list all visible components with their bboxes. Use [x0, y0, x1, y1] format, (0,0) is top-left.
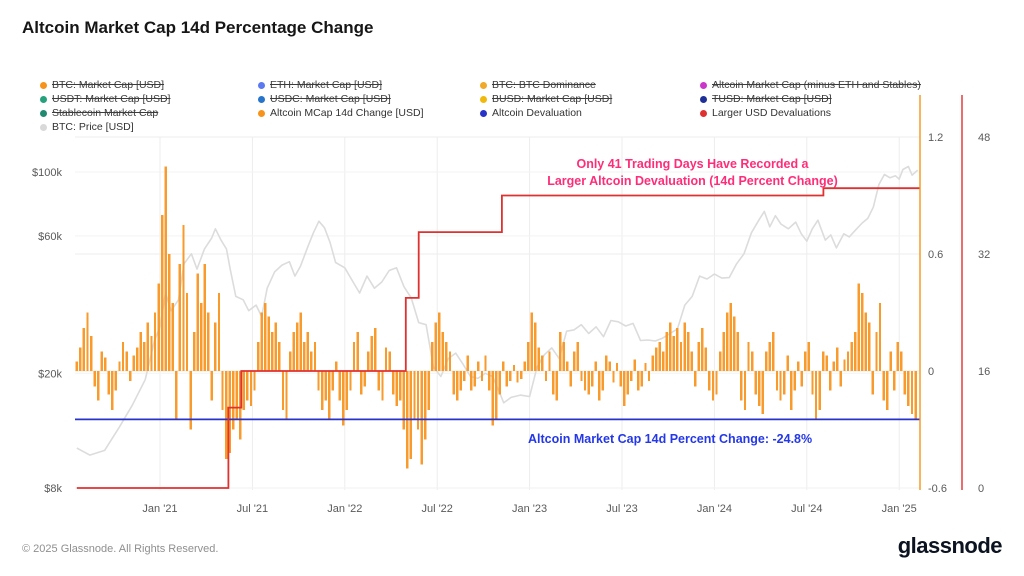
legend-item[interactable]: BTC: BTC Dominance: [480, 80, 700, 91]
svg-text:48: 48: [978, 132, 990, 144]
btc-price-line: [76, 165, 919, 456]
legend-label: TUSD: Market Cap [USD]: [712, 93, 832, 105]
legend-item[interactable]: Altcoin Market Cap (minus ETH and Stable…: [700, 80, 960, 91]
legend-swatch: [480, 110, 487, 117]
svg-text:-0.6: -0.6: [928, 483, 947, 495]
pct-change-annotation: Altcoin Market Cap 14d Percent Change: -…: [528, 432, 813, 446]
legend-swatch: [40, 124, 47, 131]
legend-label: Altcoin Devaluation: [492, 107, 582, 119]
svg-text:0: 0: [978, 483, 984, 495]
svg-text:Jan '21: Jan '21: [142, 503, 177, 515]
legend-swatch: [480, 82, 487, 89]
legend-item[interactable]: BUSD: Market Cap [USD]: [480, 94, 700, 105]
pct-axis-labels: 1.2 0.6 0 -0.6: [928, 132, 947, 495]
legend-label: USDT: Market Cap [USD]: [52, 93, 171, 105]
svg-text:Jan '22: Jan '22: [327, 503, 362, 515]
legend-swatch: [700, 110, 707, 117]
legend-item[interactable]: Altcoin MCap 14d Change [USD]: [258, 108, 480, 119]
legend-label: BTC: BTC Dominance: [492, 79, 596, 91]
count-axis-labels: 48 32 16 0: [978, 132, 990, 495]
devaluation-annotation: Only 41 Trading Days Have Recorded a Lar…: [520, 156, 865, 190]
svg-text:Jan '25: Jan '25: [882, 503, 917, 515]
legend-item[interactable]: BTC: Market Cap [USD]: [40, 80, 258, 91]
legend-label: BUSD: Market Cap [USD]: [492, 93, 613, 105]
legend-swatch: [258, 82, 265, 89]
legend-label: Altcoin MCap 14d Change [USD]: [270, 107, 424, 119]
svg-text:0: 0: [928, 366, 934, 378]
legend-label: Altcoin Market Cap (minus ETH and Stable…: [712, 79, 921, 91]
bars-series: [75, 166, 917, 469]
svg-text:$20k: $20k: [38, 368, 62, 380]
svg-text:Jul '24: Jul '24: [791, 503, 822, 515]
legend-item[interactable]: Larger USD Devaluations: [700, 108, 960, 119]
legend-label: BTC: Market Cap [USD]: [52, 79, 165, 91]
x-axis-labels: Jan '21 Jul '21 Jan '22 Jul '22 Jan '23 Jul '…: [142, 503, 916, 515]
svg-text:0.6: 0.6: [928, 249, 943, 261]
legend-label: Stablecoin Market Cap: [52, 107, 159, 119]
legend-swatch: [40, 96, 47, 103]
svg-text:$100k: $100k: [32, 167, 62, 179]
glassnode-logo: glassnode: [897, 533, 1003, 558]
devaluation-annotation-line2: Larger Altcoin Devaluation (14d Percent …: [547, 174, 838, 188]
svg-text:Jul '21: Jul '21: [237, 503, 268, 515]
svg-text:Jul '23: Jul '23: [606, 503, 637, 515]
legend-item[interactable]: USDT: Market Cap [USD]: [40, 94, 258, 105]
legend-swatch: [258, 96, 265, 103]
page-title: Altcoin Market Cap 14d Percentage Change: [22, 18, 374, 37]
devaluation-annotation-line1: Only 41 Trading Days Have Recorded a: [576, 157, 809, 171]
legend-label: ETH: Market Cap [USD]: [270, 79, 383, 91]
legend-swatch: [700, 82, 707, 89]
svg-text:32: 32: [978, 249, 990, 261]
legend: BTC: Market Cap [USD] ETH: Market Cap [US…: [40, 80, 960, 133]
svg-text:Jan '23: Jan '23: [512, 503, 547, 515]
legend-swatch: [40, 82, 47, 89]
legend-item[interactable]: Stablecoin Market Cap: [40, 108, 258, 119]
legend-item[interactable]: Altcoin Devaluation: [480, 108, 700, 119]
legend-item[interactable]: USDC: Market Cap [USD]: [258, 94, 480, 105]
devaluations-step-line: [76, 187, 920, 489]
legend-item[interactable]: BTC: Price [USD]: [40, 122, 258, 133]
legend-label: Larger USD Devaluations: [712, 107, 832, 119]
price-axis-labels: $100k $60k $20k $8k: [32, 167, 62, 495]
svg-text:16: 16: [978, 366, 990, 378]
legend-swatch: [258, 110, 265, 117]
legend-swatch: [700, 96, 707, 103]
svg-text:Jul '22: Jul '22: [421, 503, 452, 515]
footer-copyright: © 2025 Glassnode. All Rights Reserved.: [22, 543, 219, 555]
legend-swatch: [40, 110, 47, 117]
svg-text:$8k: $8k: [44, 483, 62, 495]
legend-item[interactable]: ETH: Market Cap [USD]: [258, 80, 480, 91]
legend-swatch: [480, 96, 487, 103]
legend-label: BTC: Price [USD]: [52, 121, 134, 133]
svg-text:Jan '24: Jan '24: [697, 503, 732, 515]
svg-text:1.2: 1.2: [928, 132, 943, 144]
legend-label: USDC: Market Cap [USD]: [270, 93, 391, 105]
svg-text:$60k: $60k: [38, 231, 62, 243]
legend-item[interactable]: TUSD: Market Cap [USD]: [700, 94, 960, 105]
